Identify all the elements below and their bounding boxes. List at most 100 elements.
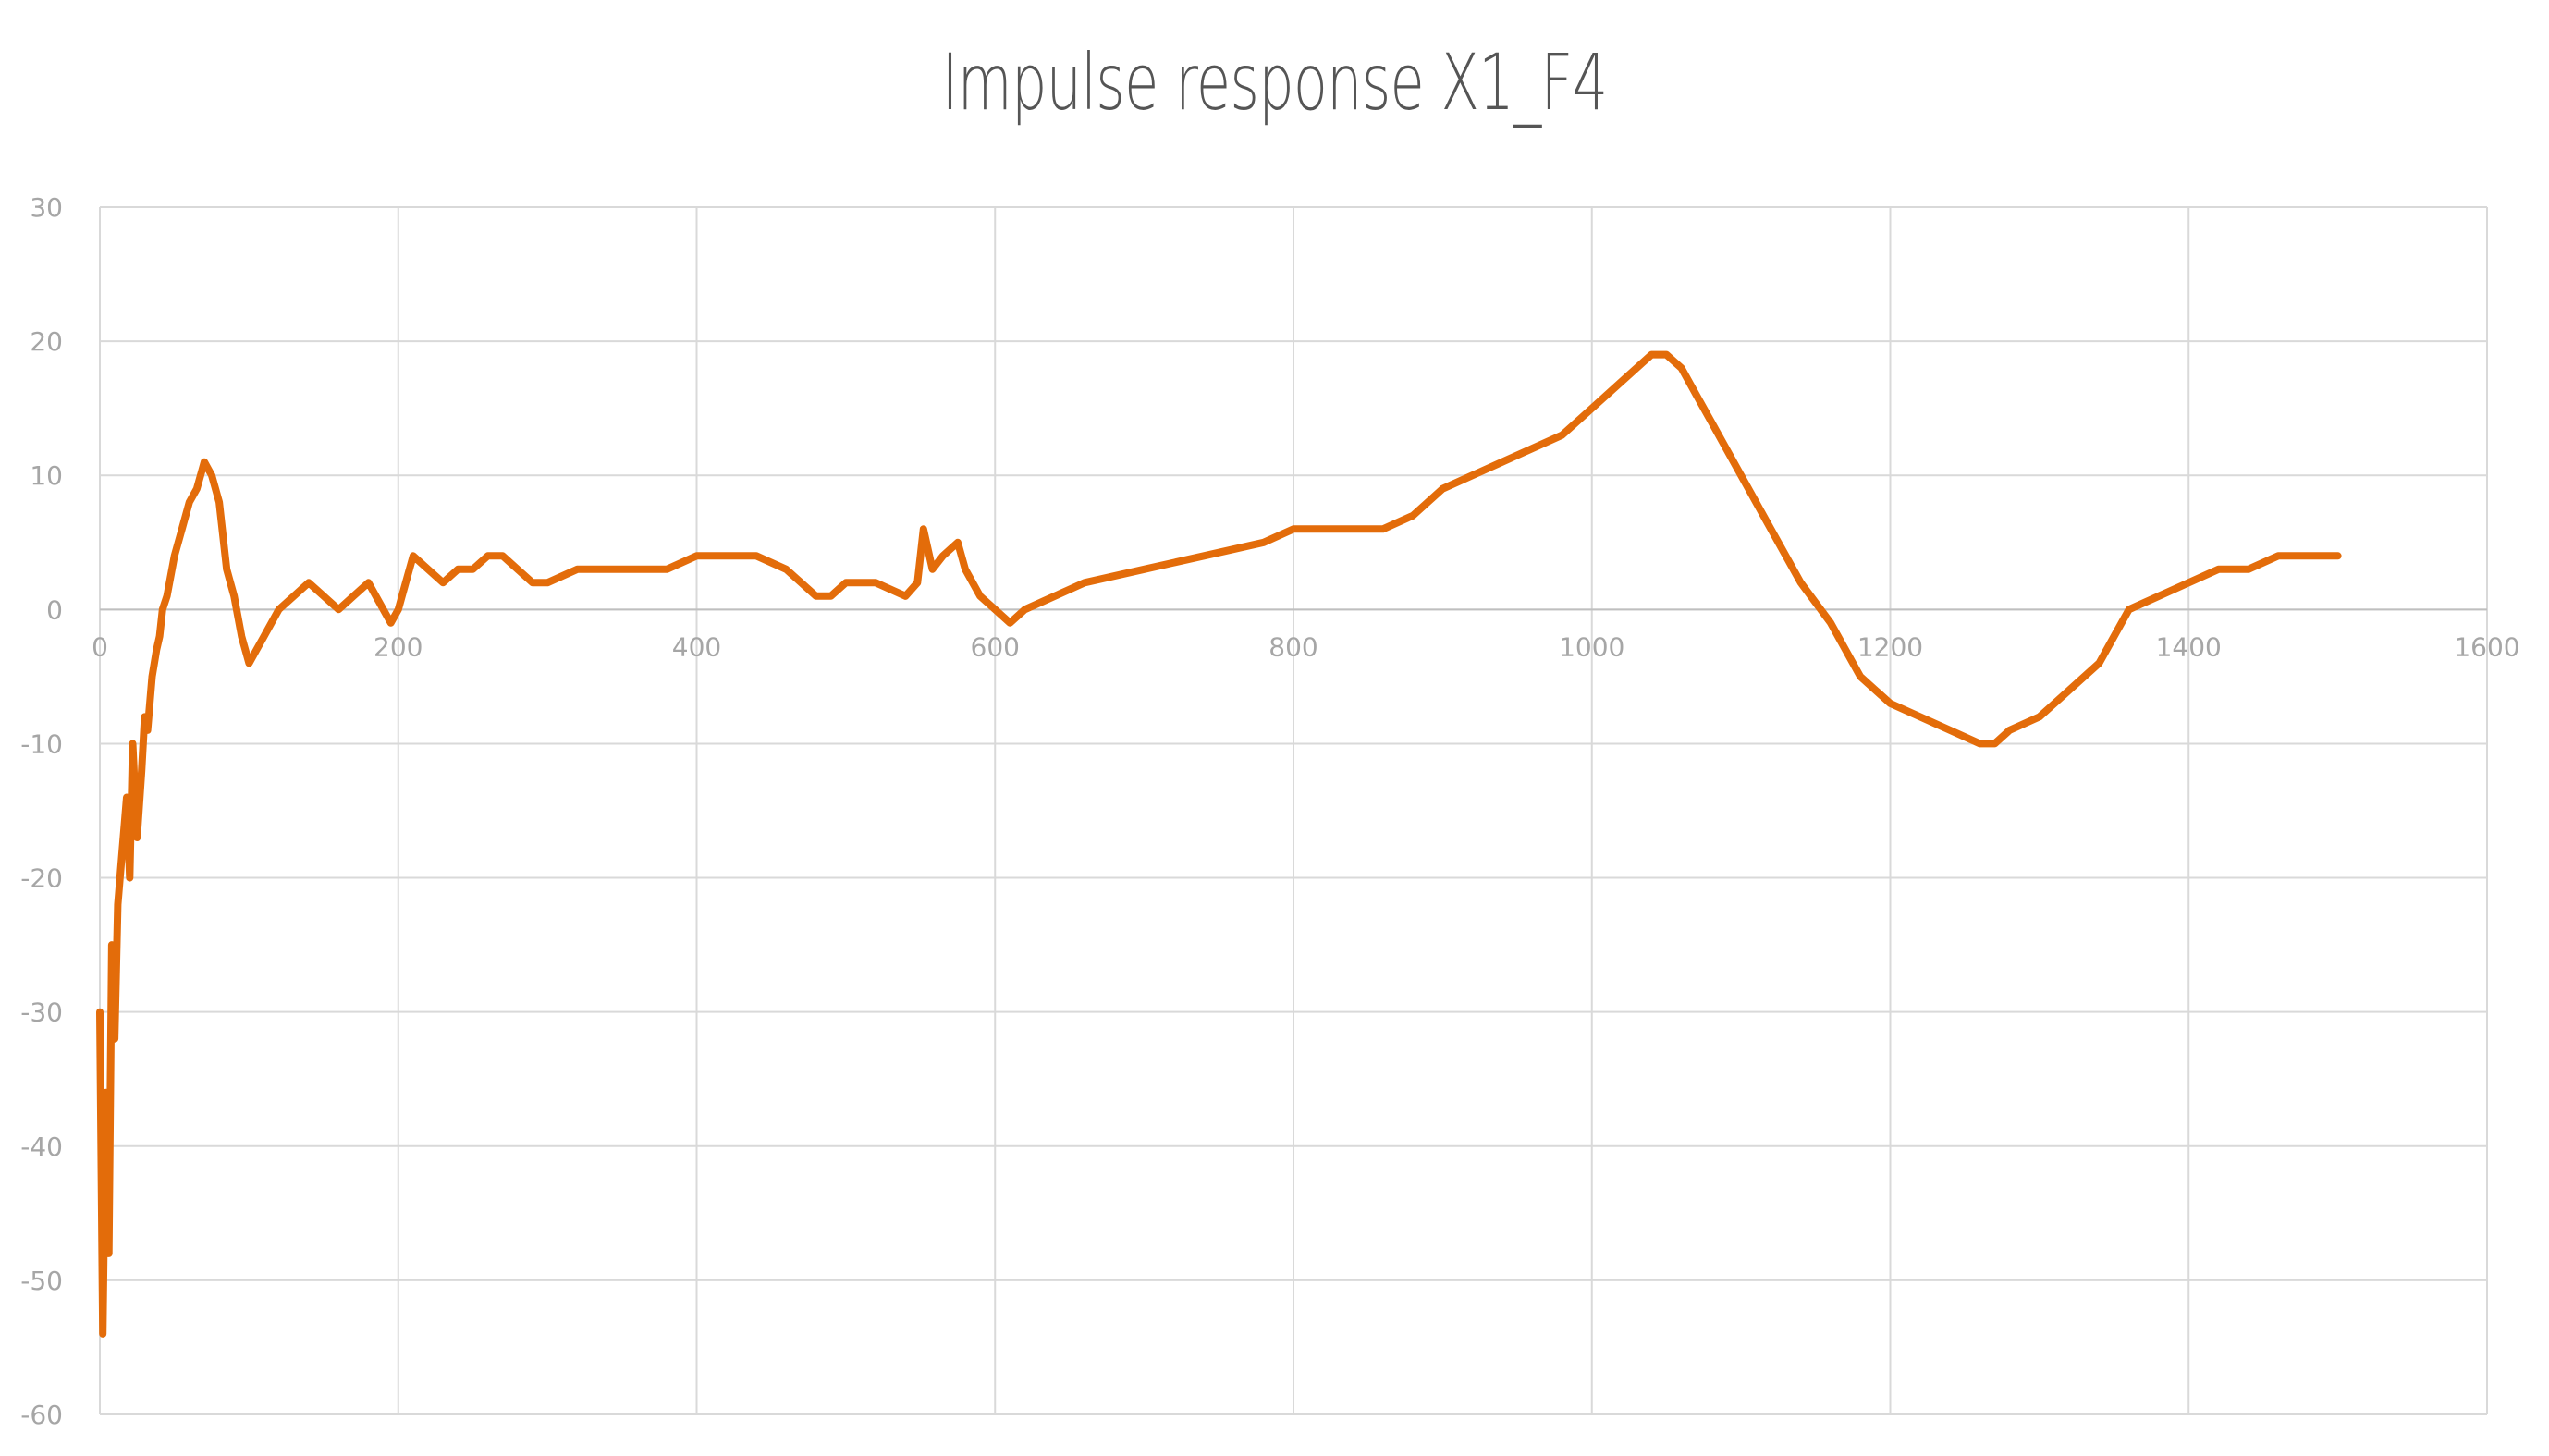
data-point — [134, 835, 141, 841]
data-point — [216, 499, 223, 506]
data-point — [410, 553, 416, 559]
data-point — [1738, 472, 1745, 479]
data-point — [2066, 687, 2073, 693]
data-point — [1201, 553, 1207, 559]
data-point — [2215, 566, 2222, 572]
data-point — [962, 566, 968, 572]
data-point — [1663, 351, 1670, 358]
x-tick-label: 800 — [1268, 631, 1317, 662]
data-point — [156, 633, 163, 640]
data-point — [842, 580, 849, 586]
data-point — [2096, 660, 2102, 667]
data-point — [664, 566, 670, 572]
data-point — [103, 1089, 109, 1095]
data-point — [920, 526, 926, 532]
data-point — [1977, 740, 1983, 747]
x-tick-label: 400 — [672, 631, 721, 662]
data-point — [224, 566, 230, 572]
data-point — [455, 566, 461, 572]
data-point — [754, 553, 760, 559]
data-point — [2275, 553, 2282, 559]
data-point — [1768, 526, 1774, 532]
data-point — [119, 848, 126, 854]
data-point — [350, 593, 357, 599]
data-point — [1947, 727, 1954, 733]
data-point — [1529, 446, 1536, 452]
data-point — [545, 580, 551, 586]
data-point — [290, 593, 297, 599]
y-tick-label: -30 — [20, 997, 63, 1028]
data-point — [902, 593, 909, 599]
data-point — [529, 580, 535, 586]
y-tick-label: 0 — [46, 594, 63, 625]
x-tick-label: 1600 — [2454, 631, 2519, 662]
data-point — [1051, 593, 1058, 599]
data-point — [139, 767, 145, 774]
y-tick-label: -60 — [20, 1400, 63, 1430]
x-tick-label: 1000 — [1559, 631, 1624, 662]
data-point — [108, 942, 115, 948]
data-point — [1082, 580, 1088, 586]
data-point — [112, 1035, 118, 1042]
data-point — [1007, 619, 1013, 626]
data-point — [1379, 526, 1386, 532]
data-point — [305, 580, 312, 586]
data-point — [954, 539, 961, 545]
data-point — [164, 593, 170, 599]
data-point — [1588, 405, 1595, 411]
data-point — [336, 606, 342, 613]
data-point — [1260, 539, 1267, 545]
y-tick-label: 10 — [30, 460, 63, 491]
data-point — [939, 553, 946, 559]
y-tick-label: -50 — [20, 1266, 63, 1296]
data-point — [129, 740, 136, 747]
data-point — [1991, 740, 1998, 747]
y-tick-label: -10 — [20, 728, 63, 759]
data-point — [992, 606, 999, 613]
data-point — [2036, 714, 2042, 720]
data-point — [2335, 553, 2341, 559]
data-point — [1499, 459, 1505, 465]
data-point — [193, 485, 200, 492]
data-point — [1350, 526, 1356, 532]
data-point — [1678, 365, 1685, 372]
data-point — [783, 566, 790, 572]
data-point — [977, 593, 984, 599]
data-point — [209, 472, 215, 479]
data-point — [914, 580, 921, 586]
data-point — [1857, 673, 1864, 679]
data-point — [261, 633, 267, 640]
data-point — [1291, 526, 1296, 532]
x-tick-label: 0 — [92, 631, 108, 662]
data-point — [2006, 727, 2013, 733]
data-point — [380, 606, 386, 613]
data-point — [1917, 714, 1923, 720]
series-line — [96, 350, 2342, 1338]
data-point — [813, 593, 819, 599]
data-point — [1440, 485, 1446, 492]
y-tick-label: -20 — [20, 863, 63, 894]
grid-layer — [99, 206, 2488, 1415]
data-point — [873, 580, 879, 586]
data-point — [1708, 419, 1714, 425]
data-point — [440, 580, 447, 586]
data-point — [1559, 432, 1565, 438]
x-tick-label: 1200 — [1857, 631, 1923, 662]
data-point — [470, 566, 476, 572]
data-point — [1619, 378, 1625, 385]
data-point — [178, 526, 185, 532]
data-point — [1141, 566, 1147, 572]
data-point — [239, 633, 245, 640]
data-point — [929, 566, 936, 572]
data-point — [2126, 606, 2132, 613]
data-point — [171, 553, 178, 559]
data-point — [115, 901, 121, 908]
data-point — [395, 606, 401, 613]
data-point — [153, 646, 160, 653]
tick-layer: 30 20 10 0 -10 -20 -30 -40 -50 -60 0 200 400 600 800 10… — [20, 192, 2519, 1430]
data-point — [425, 566, 432, 572]
data-point — [1887, 700, 1893, 706]
data-point — [186, 499, 192, 506]
data-point — [693, 553, 700, 559]
